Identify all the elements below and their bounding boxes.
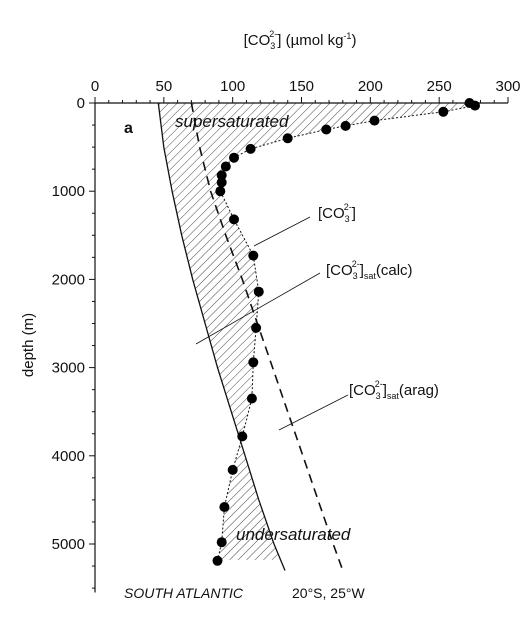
x-tick-label: 100: [220, 78, 245, 95]
calc-label-sub: 3: [353, 271, 358, 281]
co3-data-point: [237, 431, 248, 442]
co3-data-point: [470, 100, 480, 111]
arag-label-base: [CO: [349, 382, 376, 399]
arag-label-sup: 2-: [375, 379, 383, 389]
co3-data-point: [248, 250, 259, 261]
points-layer: [212, 98, 480, 566]
supersaturated-label: supersaturated: [175, 112, 289, 131]
co3-data-point: [246, 393, 257, 404]
arag-label-tail: ]: [383, 382, 387, 399]
co3-data-point: [438, 106, 449, 117]
x-tick-label: 50: [155, 78, 172, 95]
co3-data-point: [215, 186, 226, 197]
calc-label-tail: ]: [360, 262, 364, 279]
calc-label-satsub: sat: [364, 271, 377, 281]
y-tick-label: 0: [77, 95, 85, 112]
calc-leader: [195, 272, 321, 345]
co3-label: [CO3 2-]: [318, 202, 356, 224]
co3-data-point: [216, 170, 227, 181]
arag-label: [CO3 2-]sat(arag): [349, 379, 439, 401]
co3-data-point: [369, 115, 380, 126]
co3-data-point: [321, 124, 332, 135]
co3-label-base: [CO: [318, 205, 345, 222]
calcite-saturation-line: [157, 102, 286, 571]
co3-data-point: [245, 143, 256, 154]
x-axis-title-sup: 2-: [269, 29, 277, 39]
y-tick-label: 1000: [52, 183, 85, 200]
x-tick-label: 150: [289, 78, 314, 95]
x-axis-title-exp: -1: [343, 31, 351, 41]
arag-label-sub: 3: [376, 391, 381, 401]
x-tick-label: 250: [427, 78, 452, 95]
co3-leader: [253, 216, 311, 247]
y-tick-label: 2000: [52, 271, 85, 288]
x-axis-title-base: [CO: [244, 32, 271, 49]
x-axis-title-close: ): [351, 32, 356, 49]
y-tick-label: 5000: [52, 536, 85, 553]
x-axis-title: [CO3 2-] (µmol kg-1): [244, 29, 357, 51]
calc-label: [CO3 2-]sat(calc): [326, 259, 413, 281]
co3-label-tail: ]: [352, 205, 356, 222]
undersaturated-label: undersaturated: [236, 525, 351, 544]
co3-data-point: [253, 286, 264, 297]
arag-leader: [278, 394, 349, 431]
x-tick-label: 300: [495, 78, 520, 95]
y-tick-label: 4000: [52, 448, 85, 465]
arag-label-kind: (arag): [399, 382, 439, 399]
co3-label-sub: 3: [345, 214, 350, 224]
co3-data-point: [340, 120, 351, 131]
location-coords: 20°S, 25°W: [292, 585, 365, 601]
co3-data-point: [219, 502, 230, 512]
arag-label-satsub: sat: [387, 391, 400, 401]
panel-label: a: [124, 120, 133, 137]
co3-data-point: [220, 161, 231, 172]
saturation-hatch-region: [158, 103, 474, 560]
co3-data-point: [251, 322, 262, 333]
co3-data-point: [229, 152, 239, 163]
co3-data-point: [248, 357, 259, 368]
aragonite-saturation-line: [190, 102, 344, 571]
x-axis-title-sub: 3: [270, 41, 275, 51]
co3-data-point: [229, 214, 239, 225]
y-axis-title: depth (m): [20, 313, 37, 377]
x-tick-label: 0: [91, 78, 99, 95]
co3-data-point: [216, 537, 227, 548]
co3-data-point: [282, 133, 293, 144]
y-tick-label: 3000: [52, 360, 85, 377]
calc-label-kind: (calc): [376, 262, 413, 279]
fill-layer: [158, 103, 474, 560]
location-name: SOUTH ATLANTIC: [124, 585, 244, 601]
x-axis-title-rest: ] (µmol kg: [277, 32, 343, 49]
calc-label-sup: 2-: [352, 259, 360, 269]
calc-label-base: [CO: [326, 262, 353, 279]
co3-data-point: [216, 177, 227, 188]
co3-label-sup: 2-: [344, 202, 352, 212]
x-tick-label: 200: [358, 78, 383, 95]
co3-data-point: [212, 555, 223, 566]
co3-data-point: [227, 464, 238, 475]
